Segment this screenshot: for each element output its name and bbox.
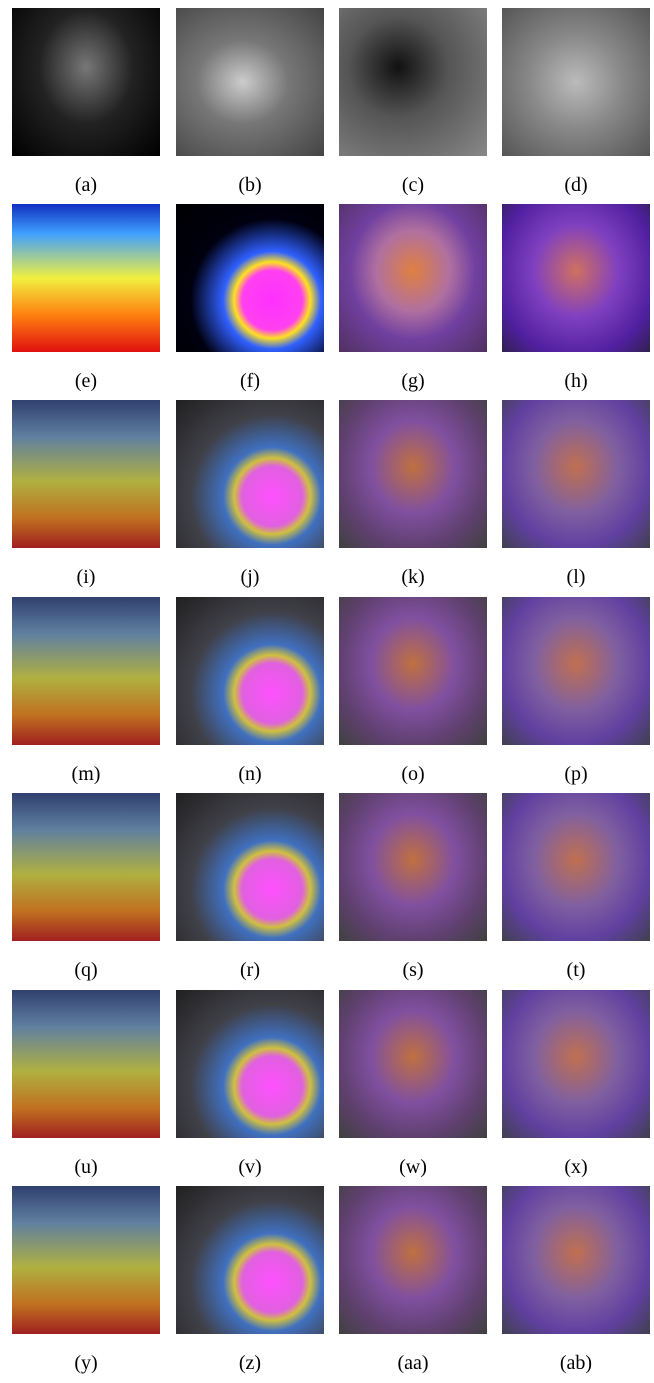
panel-image xyxy=(502,990,650,1138)
panel-caption: (u) xyxy=(12,1155,160,1179)
panel-image xyxy=(176,204,324,352)
panel-caption: (h) xyxy=(502,369,650,393)
panel-image xyxy=(12,1186,160,1334)
panel-caption: (s) xyxy=(339,958,487,982)
panel-image xyxy=(339,793,487,941)
panel-caption: (q) xyxy=(12,958,160,982)
panel-caption: (t) xyxy=(502,958,650,982)
panel-image xyxy=(339,8,487,156)
panel-image xyxy=(12,8,160,156)
panel-caption: (a) xyxy=(12,173,160,197)
panel-image xyxy=(176,990,324,1138)
panel-caption: (e) xyxy=(12,369,160,393)
panel-caption: (n) xyxy=(176,762,324,786)
panel-caption: (g) xyxy=(339,369,487,393)
panel-image xyxy=(502,1186,650,1334)
panel-image xyxy=(502,204,650,352)
panel-caption: (z) xyxy=(176,1351,324,1375)
panel-image xyxy=(339,1186,487,1334)
panel-image xyxy=(502,793,650,941)
panel-caption: (aa) xyxy=(339,1351,487,1375)
panel-caption: (x) xyxy=(502,1155,650,1179)
panel-caption: (d) xyxy=(502,173,650,197)
panel-caption: (c) xyxy=(339,173,487,197)
panel-caption: (m) xyxy=(12,762,160,786)
panel-image xyxy=(176,400,324,548)
panel-caption: (p) xyxy=(502,762,650,786)
panel-image xyxy=(176,597,324,745)
panel-image xyxy=(502,597,650,745)
panel-caption: (r) xyxy=(176,958,324,982)
panel-caption: (j) xyxy=(176,565,324,589)
panel-caption: (w) xyxy=(339,1155,487,1179)
panel-caption: (o) xyxy=(339,762,487,786)
panel-image xyxy=(339,400,487,548)
panel-image xyxy=(12,204,160,352)
panel-image xyxy=(12,990,160,1138)
panel-caption: (ab) xyxy=(502,1351,650,1375)
panel-image xyxy=(502,400,650,548)
panel-image xyxy=(12,400,160,548)
panel-caption: (b) xyxy=(176,173,324,197)
panel-caption: (k) xyxy=(339,565,487,589)
panel-caption: (y) xyxy=(12,1351,160,1375)
panel-caption: (i) xyxy=(12,565,160,589)
panel-caption: (v) xyxy=(176,1155,324,1179)
panel-image xyxy=(176,793,324,941)
panel-image xyxy=(502,8,650,156)
figure: (a) (b) (c) (d) (e) (f) (g) (h) (i) (j) (k) (l) (m) (… xyxy=(0,0,654,1383)
panel-caption: (l) xyxy=(502,565,650,589)
panel-image xyxy=(176,8,324,156)
panel-image xyxy=(12,597,160,745)
panel-caption: (f) xyxy=(176,369,324,393)
panel-image xyxy=(339,204,487,352)
panel-image xyxy=(339,597,487,745)
panel-image xyxy=(176,1186,324,1334)
panel-image xyxy=(339,990,487,1138)
panel-image xyxy=(12,793,160,941)
